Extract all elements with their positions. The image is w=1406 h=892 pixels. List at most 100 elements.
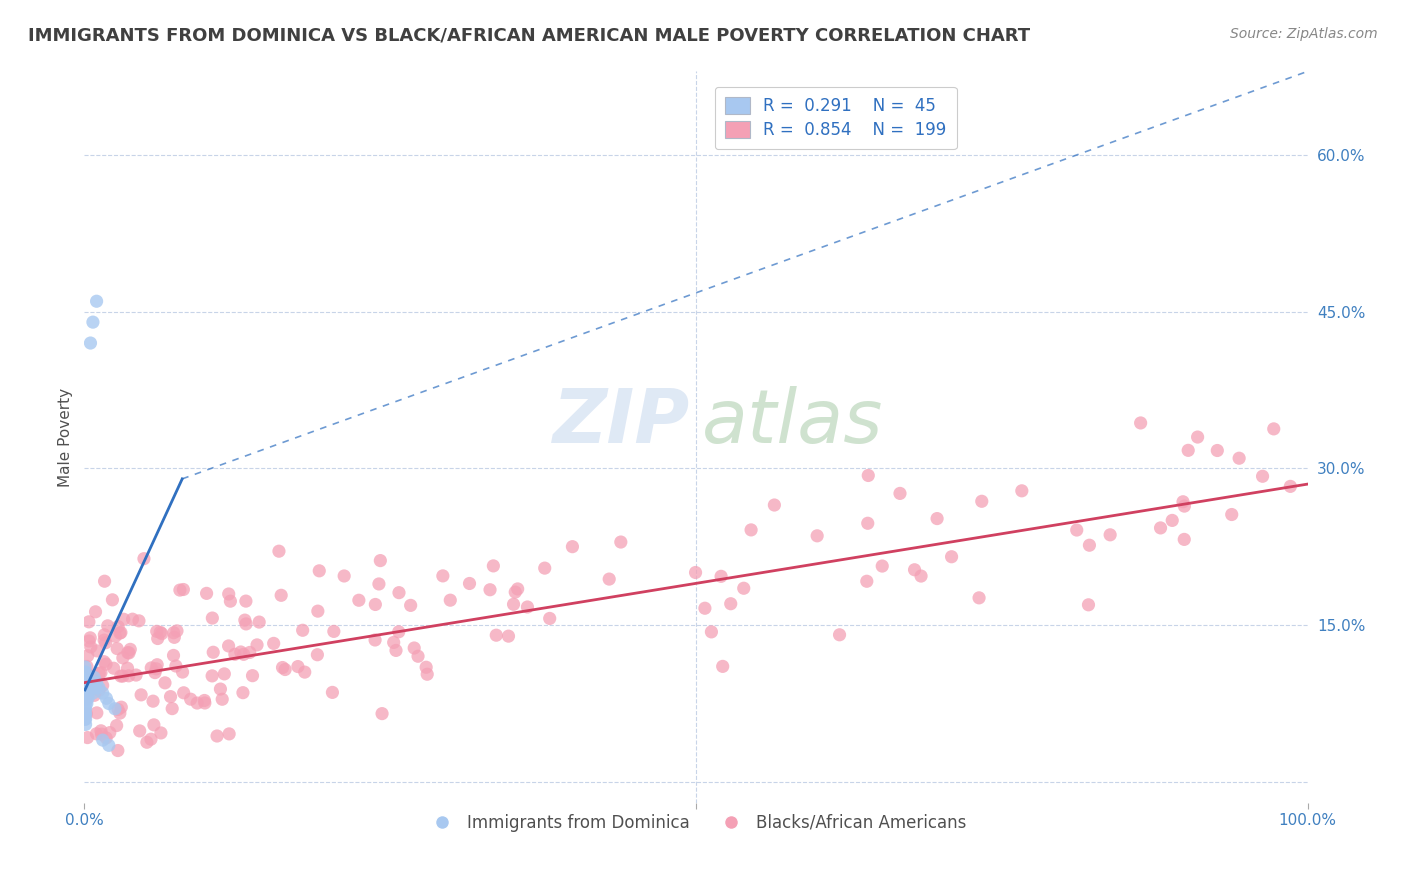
Point xyxy=(1066,523,1088,537)
Point xyxy=(80,680,103,694)
Point xyxy=(685,566,707,580)
Point xyxy=(263,636,285,650)
Point xyxy=(193,693,215,707)
Point xyxy=(79,631,101,645)
Point xyxy=(75,691,97,706)
Point xyxy=(870,559,893,574)
Point xyxy=(104,629,127,643)
Point xyxy=(83,688,105,702)
Point xyxy=(86,706,108,720)
Point xyxy=(1173,533,1195,547)
Point xyxy=(82,315,104,329)
Point xyxy=(73,712,96,726)
Point xyxy=(967,591,990,605)
Point xyxy=(76,648,98,663)
Point xyxy=(925,511,948,525)
Legend: Immigrants from Dominica, Blacks/African Americans: Immigrants from Dominica, Blacks/African… xyxy=(419,807,973,838)
Point xyxy=(710,569,733,583)
Point xyxy=(79,675,101,690)
Point xyxy=(75,717,97,731)
Text: ZIP: ZIP xyxy=(553,386,690,459)
Point xyxy=(165,659,187,673)
Point xyxy=(77,615,100,629)
Point xyxy=(142,718,165,732)
Point xyxy=(828,628,851,642)
Point xyxy=(733,581,755,595)
Point xyxy=(235,616,257,631)
Point xyxy=(482,558,505,573)
Point xyxy=(1149,521,1171,535)
Point xyxy=(76,659,98,673)
Point xyxy=(146,632,169,646)
Point xyxy=(388,624,411,639)
Point xyxy=(118,646,141,660)
Point xyxy=(388,585,411,599)
Point xyxy=(1171,495,1194,509)
Point xyxy=(73,670,96,684)
Point xyxy=(194,696,217,710)
Point xyxy=(1177,443,1199,458)
Y-axis label: Male Poverty: Male Poverty xyxy=(58,387,73,487)
Point xyxy=(271,660,294,674)
Text: atlas: atlas xyxy=(702,386,883,458)
Point xyxy=(94,636,117,650)
Point xyxy=(91,686,114,700)
Point xyxy=(90,723,112,738)
Point xyxy=(86,675,108,690)
Point xyxy=(108,706,131,720)
Point xyxy=(82,673,104,688)
Point xyxy=(368,577,391,591)
Point xyxy=(399,599,422,613)
Point xyxy=(858,468,880,483)
Point xyxy=(498,629,520,643)
Point xyxy=(333,569,356,583)
Point xyxy=(90,727,112,741)
Point xyxy=(146,657,169,672)
Point xyxy=(1011,483,1033,498)
Point xyxy=(129,688,152,702)
Point xyxy=(610,535,633,549)
Point xyxy=(75,681,97,695)
Point xyxy=(1206,443,1229,458)
Point xyxy=(404,640,426,655)
Point xyxy=(160,701,183,715)
Point xyxy=(364,632,387,647)
Point xyxy=(107,743,129,757)
Point xyxy=(77,686,100,700)
Point xyxy=(143,665,166,680)
Point xyxy=(406,649,429,664)
Point xyxy=(149,726,172,740)
Point xyxy=(80,676,103,690)
Point xyxy=(364,598,387,612)
Point xyxy=(93,574,115,589)
Point xyxy=(142,694,165,708)
Point xyxy=(73,686,96,700)
Point xyxy=(232,648,254,662)
Point xyxy=(856,516,879,531)
Point xyxy=(105,641,128,656)
Point xyxy=(416,667,439,681)
Point xyxy=(415,660,437,674)
Point xyxy=(163,625,186,640)
Point xyxy=(75,697,97,711)
Point xyxy=(169,583,191,598)
Point xyxy=(83,670,105,684)
Point xyxy=(110,669,132,683)
Point xyxy=(516,600,538,615)
Point xyxy=(1173,499,1195,513)
Point xyxy=(135,735,157,749)
Point xyxy=(1129,416,1152,430)
Point xyxy=(202,645,225,659)
Point xyxy=(75,706,97,721)
Point xyxy=(79,336,101,351)
Point xyxy=(75,712,97,726)
Point xyxy=(91,678,114,692)
Point xyxy=(370,553,392,567)
Point xyxy=(86,644,108,658)
Point xyxy=(1251,469,1274,483)
Point xyxy=(1077,598,1099,612)
Point xyxy=(96,731,118,745)
Point xyxy=(432,569,454,583)
Point xyxy=(86,727,108,741)
Point xyxy=(76,675,98,690)
